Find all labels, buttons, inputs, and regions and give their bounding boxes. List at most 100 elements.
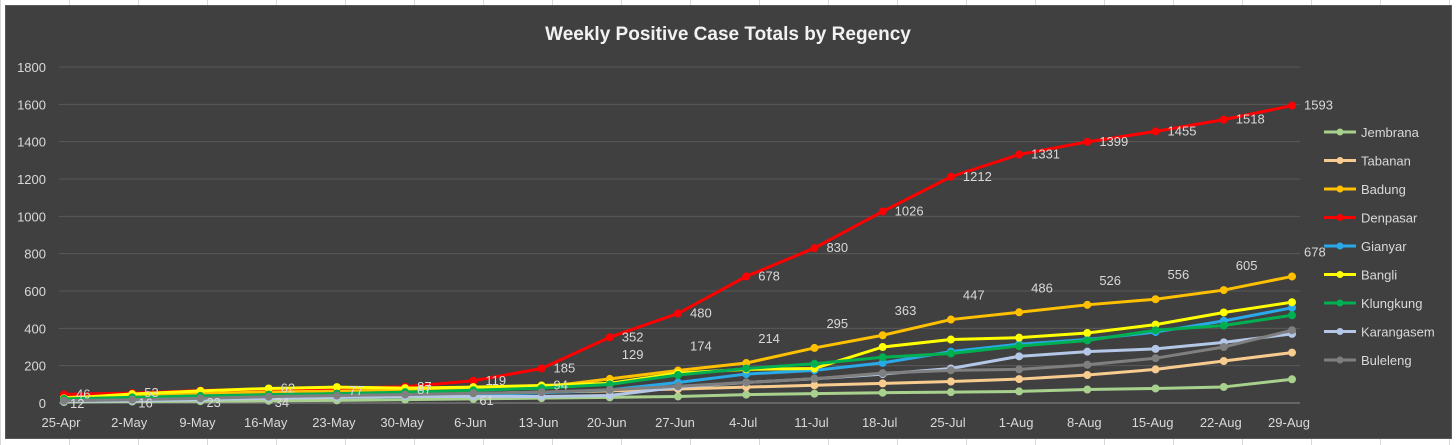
legend-marker (1336, 185, 1344, 193)
data-point (878, 369, 887, 378)
x-tick-label: 8-Aug (1067, 415, 1102, 430)
data-point (1015, 365, 1024, 374)
data-point (1288, 298, 1296, 307)
data-point (1219, 343, 1228, 351)
data-point (332, 383, 341, 392)
data-label: 526 (1099, 273, 1121, 288)
data-point (1151, 344, 1160, 353)
data-label: 1455 (1168, 123, 1197, 138)
legend-item-gianyar[interactable]: Gianyar (1324, 239, 1407, 254)
x-tick-label: 23-May (312, 415, 356, 430)
chart-area[interactable]: Weekly Positive Case Totals by Regency 0… (5, 5, 1452, 439)
legend-marker (1336, 328, 1344, 335)
data-point (1219, 382, 1228, 391)
data-point (878, 207, 887, 216)
data-point (1219, 115, 1228, 124)
data-label: 363 (895, 303, 917, 318)
data-point (878, 379, 887, 388)
series-buleleng (60, 326, 1296, 405)
data-point (1015, 342, 1024, 351)
legend-label: Tabanan (1361, 154, 1411, 169)
data-point (128, 395, 137, 404)
data-point (469, 389, 478, 398)
data-point (1083, 360, 1092, 369)
data-label: 61 (479, 393, 493, 408)
x-tick-label: 2-May (111, 415, 148, 430)
data-label: 214 (758, 331, 780, 346)
legend-item-jembrana[interactable]: Jembrana (1324, 125, 1420, 140)
legend-item-badung[interactable]: Badung (1324, 182, 1406, 197)
data-point (674, 371, 682, 379)
data-point (1015, 150, 1024, 159)
data-point (1015, 375, 1024, 384)
legend-marker (1336, 157, 1344, 164)
legend-label: Buleleng (1361, 353, 1412, 368)
data-label: 1518 (1236, 112, 1265, 127)
legend-label: Bangli (1361, 268, 1397, 283)
data-point (605, 333, 614, 342)
legend-label: Jembrana (1361, 125, 1420, 140)
data-label: 678 (1304, 244, 1326, 259)
legend-marker (1336, 242, 1344, 250)
data-label: 23 (206, 395, 220, 410)
data-label: 46 (76, 386, 90, 401)
chart-title: Weekly Positive Case Totals by Regency (545, 24, 911, 45)
data-point (946, 349, 955, 358)
data-label: 62 (281, 380, 295, 395)
legend-marker (1336, 128, 1344, 136)
data-point (878, 343, 887, 351)
data-label: 1399 (1099, 134, 1128, 149)
legend-item-bangli[interactable]: Bangli (1324, 268, 1397, 283)
y-tick-label: 1800 (17, 60, 46, 75)
x-tick-label: 30-May (380, 415, 424, 430)
data-label: 16 (138, 396, 152, 411)
data-point (742, 378, 751, 387)
data-point (537, 364, 546, 373)
x-tick-label: 11-Jul (794, 415, 829, 430)
data-label: 53 (144, 385, 158, 400)
data-point (1288, 101, 1296, 110)
data-point (742, 390, 751, 399)
data-point (1151, 295, 1160, 304)
data-point (1083, 300, 1092, 309)
legend-item-klungkung[interactable]: Klungkung (1324, 296, 1422, 311)
data-point (878, 388, 887, 397)
legend[interactable]: Jembrana Tabanan Badung Denpasar Gianyar Bang… (1324, 125, 1435, 368)
data-point (946, 315, 955, 324)
legend-item-karangasem[interactable]: Karangasem (1324, 325, 1435, 340)
x-tick-label: 4-Jul (729, 415, 757, 430)
x-tick-label: 20-Jun (587, 415, 627, 430)
data-label: 87 (417, 379, 431, 394)
legend-item-tabanan[interactable]: Tabanan (1324, 154, 1411, 169)
x-tick-label: 27-Jun (655, 415, 695, 430)
legend-marker (1336, 299, 1344, 307)
data-point (946, 335, 955, 344)
legend-label: Gianyar (1361, 239, 1407, 254)
data-point (605, 385, 614, 394)
data-point (264, 392, 273, 401)
data-label: 174 (690, 339, 712, 354)
y-tick-label: 1400 (17, 135, 46, 150)
y-tick-label: 400 (24, 321, 46, 336)
data-point (674, 382, 682, 391)
data-point (878, 331, 887, 340)
data-point (1151, 127, 1160, 136)
legend-item-buleleng[interactable]: Buleleng (1324, 353, 1412, 368)
data-label: 1331 (1031, 147, 1060, 162)
data-point (1219, 286, 1228, 295)
data-point (1288, 311, 1296, 320)
data-label: 352 (622, 329, 644, 344)
y-tick-label: 800 (24, 247, 46, 262)
legend-marker (1336, 271, 1344, 278)
data-point (946, 172, 955, 181)
data-point (1288, 326, 1296, 335)
data-label: 556 (1168, 267, 1190, 282)
data-label: 1593 (1304, 98, 1333, 113)
data-label: 129 (622, 347, 644, 362)
data-point (1151, 365, 1160, 374)
data-label: 185 (554, 360, 576, 375)
data-point (60, 396, 68, 405)
data-point (1015, 333, 1024, 342)
legend-item-denpasar[interactable]: Denpasar (1324, 211, 1418, 226)
y-tick-label: 1200 (17, 172, 46, 187)
